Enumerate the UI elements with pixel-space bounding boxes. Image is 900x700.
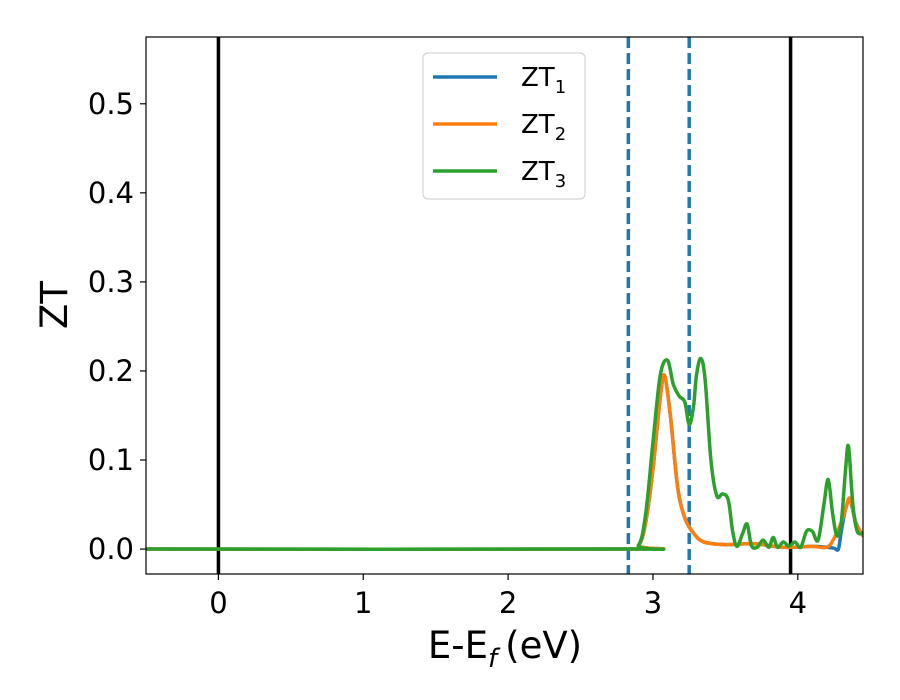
- x-axis-title-subscript: f: [488, 644, 501, 674]
- x-tick-label: 1: [354, 586, 372, 620]
- y-tick-label: 0.2: [88, 354, 134, 388]
- y-tick-label: 0.5: [88, 87, 134, 121]
- y-axis-ticks: 0.0 0.1 0.2 0.3 0.4 0.5: [88, 87, 146, 566]
- plot-area: [146, 37, 863, 574]
- legend-label-zt3: ZT3: [521, 157, 566, 192]
- y-tick-label: 0.1: [88, 443, 134, 477]
- legend: ZT1 ZT2 ZT3: [422, 52, 586, 200]
- x-tick-label: 4: [789, 586, 807, 620]
- y-axis-title: ZT: [33, 281, 76, 329]
- plot-frame: [145, 36, 864, 575]
- x-axis-title-main: E-E: [428, 624, 488, 667]
- legend-items: ZT1 ZT2 ZT3: [433, 63, 566, 192]
- x-axis-title-unit: (eV): [505, 624, 582, 667]
- y-tick-label: 0.0: [88, 532, 134, 566]
- legend-label-zt1: ZT1: [521, 63, 566, 98]
- legend-box: [422, 52, 586, 200]
- x-axis-ticks: 0 1 2 3 4: [209, 574, 807, 620]
- x-tick-label: 2: [499, 586, 517, 620]
- y-tick-label: 0.3: [88, 265, 134, 299]
- series-line-zt1: [146, 373, 863, 552]
- series-line-zt3: [146, 356, 863, 552]
- legend-label-zt2: ZT2: [521, 110, 566, 145]
- x-tick-label: 0: [209, 586, 227, 620]
- vertical-lines: [216, 37, 793, 574]
- y-tick-label: 0.4: [88, 176, 134, 210]
- series-line-zt2: [146, 373, 863, 552]
- series-layer: [146, 356, 863, 552]
- x-axis-title: E-Ef (eV): [428, 624, 582, 674]
- x-tick-label: 3: [644, 586, 662, 620]
